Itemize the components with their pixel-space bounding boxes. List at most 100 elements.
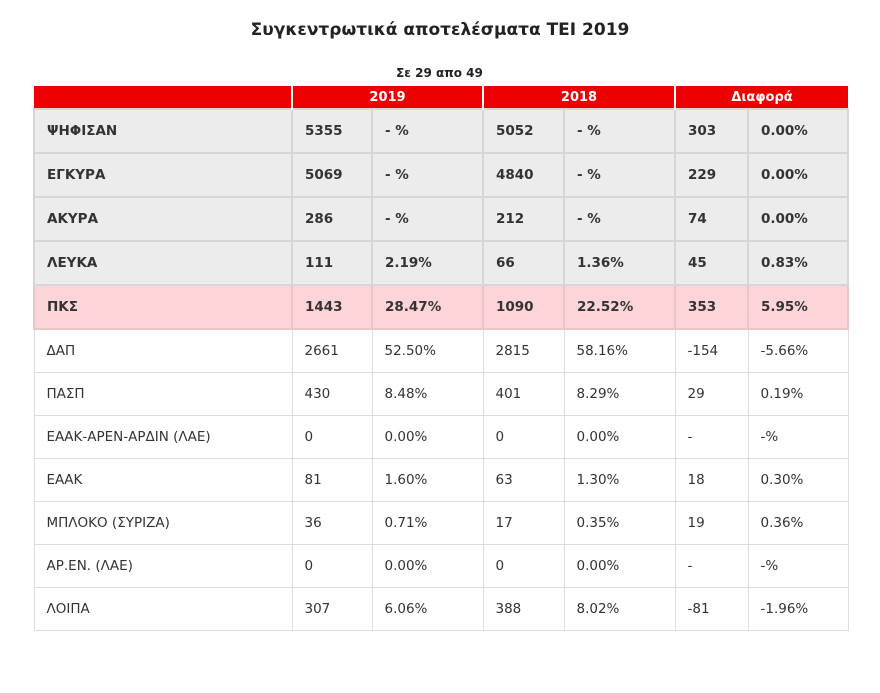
row-label: ΠΚΣ — [33, 284, 293, 330]
votes-2018: 4840 — [482, 152, 565, 198]
table-row: ΜΠΛΟΚΟ (ΣΥΡΙΖΑ) 36 0.71% 17 0.35% 19 0.36% — [33, 501, 849, 545]
votes-2019: 307 — [291, 587, 373, 631]
percent-2018: 8.02% — [563, 587, 676, 631]
counted-subtitle: Σε 29 απο 49 — [396, 66, 483, 80]
table-row: ΔΑΠ 2661 52.50% 2815 58.16% -154 -5.66% — [33, 328, 849, 373]
percent-2019: 8.48% — [371, 372, 484, 416]
row-label: ΨΗΦΙΣΑΝ — [33, 108, 293, 154]
votes-diff: 45 — [674, 240, 749, 286]
votes-2019: 0 — [291, 415, 373, 459]
header-2018: 2018 — [482, 86, 675, 109]
header-label — [34, 86, 292, 109]
percent-diff: 0.83% — [747, 240, 849, 286]
row-label: ΑΡ.ΕΝ. (ΛΑΕ) — [33, 544, 293, 588]
votes-2018: 212 — [482, 196, 565, 242]
table-row: ΛΕΥΚΑ 111 2.19% 66 1.36% 45 0.83% — [33, 240, 849, 286]
votes-2018: 63 — [482, 458, 565, 502]
votes-diff: 74 — [674, 196, 749, 242]
row-label: ΛΕΥΚΑ — [33, 240, 293, 286]
percent-2019: - % — [371, 152, 484, 198]
votes-2019: 111 — [291, 240, 373, 286]
percent-2019: 0.71% — [371, 501, 484, 545]
row-label: ΠΑΣΠ — [33, 372, 293, 416]
percent-diff: 0.00% — [747, 196, 849, 242]
votes-diff: 18 — [674, 458, 749, 502]
percent-2019: 0.00% — [371, 415, 484, 459]
percent-2018: 0.00% — [563, 415, 676, 459]
percent-2019: 52.50% — [371, 328, 484, 373]
table-row: ΠΑΣΠ 430 8.48% 401 8.29% 29 0.19% — [33, 372, 849, 416]
votes-diff: 353 — [674, 284, 749, 330]
percent-2018: 58.16% — [563, 328, 676, 373]
votes-diff: 303 — [674, 108, 749, 154]
percent-2019: 1.60% — [371, 458, 484, 502]
percent-2018: 22.52% — [563, 284, 676, 330]
table-row: ΑΚΥΡΑ 286- % 212- % 74 0.00% — [33, 196, 849, 242]
votes-2019: 5355 — [291, 108, 373, 154]
percent-diff: -% — [747, 544, 849, 588]
table-row: ΨΗΦΙΣΑΝ 5355- % 5052- % 303 0.00% — [33, 108, 849, 154]
percent-diff: 0.00% — [747, 108, 849, 154]
votes-diff: - — [674, 415, 749, 459]
votes-2019: 2661 — [291, 328, 373, 373]
header-difference: Διαφορά — [674, 86, 848, 109]
header-2019: 2019 — [291, 86, 483, 109]
percent-diff: 5.95% — [747, 284, 849, 330]
votes-2018: 17 — [482, 501, 565, 545]
percent-2018: 1.30% — [563, 458, 676, 502]
votes-2019: 430 — [291, 372, 373, 416]
votes-diff: -81 — [674, 587, 749, 631]
percent-2018: 1.36% — [563, 240, 676, 286]
row-label: ΕΑΑΚ-ΑΡΕΝ-ΑΡΔΙΝ (ΛΑΕ) — [33, 415, 293, 459]
percent-diff: -1.96% — [747, 587, 849, 631]
percent-diff: -5.66% — [747, 328, 849, 373]
table-row: ΕΓΚΥΡΑ 5069- % 4840- % 229 0.00% — [33, 152, 849, 198]
votes-2018: 2815 — [482, 328, 565, 373]
votes-2018: 0 — [482, 544, 565, 588]
votes-2019: 286 — [291, 196, 373, 242]
table-row: ΑΡ.ΕΝ. (ΛΑΕ) 0 0.00% 0 0.00% - -% — [33, 544, 849, 588]
votes-2018: 1090 — [482, 284, 565, 330]
votes-2019: 1443 — [291, 284, 373, 330]
votes-diff: 29 — [674, 372, 749, 416]
votes-diff: -154 — [674, 328, 749, 373]
votes-2019: 5069 — [291, 152, 373, 198]
percent-diff: 0.30% — [747, 458, 849, 502]
percent-2019: - % — [371, 196, 484, 242]
row-label: ΕΑΑΚ — [33, 458, 293, 502]
row-label: ΕΓΚΥΡΑ — [33, 152, 293, 198]
percent-2019: 6.06% — [371, 587, 484, 631]
percent-2019: - % — [371, 108, 484, 154]
votes-2018: 388 — [482, 587, 565, 631]
table-row: ΕΑΑΚ-ΑΡΕΝ-ΑΡΔΙΝ (ΛΑΕ) 0 0.00% 0 0.00% - -% — [33, 415, 849, 459]
votes-2018: 5052 — [482, 108, 565, 154]
page-title: Συγκεντρωτικά αποτελέσματα ΤΕΙ 2019 — [250, 20, 630, 40]
votes-2019: 36 — [291, 501, 373, 545]
votes-diff: - — [674, 544, 749, 588]
percent-2018: 0.35% — [563, 501, 676, 545]
percent-2018: 0.00% — [563, 544, 676, 588]
votes-diff: 229 — [674, 152, 749, 198]
row-label: ΑΚΥΡΑ — [33, 196, 293, 242]
votes-diff: 19 — [674, 501, 749, 545]
percent-2019: 0.00% — [371, 544, 484, 588]
percent-diff: -% — [747, 415, 849, 459]
percent-diff: 0.19% — [747, 372, 849, 416]
results-table: 2019 2018 Διαφορά ΨΗΦΙΣΑΝ 5355- % 5052- % 3… — [33, 86, 849, 631]
percent-2018: - % — [563, 108, 676, 154]
header-row: 2019 2018 Διαφορά — [34, 86, 848, 109]
percent-2018: 8.29% — [563, 372, 676, 416]
percent-diff: 0.00% — [747, 152, 849, 198]
row-label: ΛΟΙΠΑ — [33, 587, 293, 631]
votes-2019: 81 — [291, 458, 373, 502]
table-row: ΠΚΣ 1443 28.47% 1090 22.52% 353 5.95% — [33, 284, 849, 330]
votes-2018: 0 — [482, 415, 565, 459]
table-row: ΕΑΑΚ 81 1.60% 63 1.30% 18 0.30% — [33, 458, 849, 502]
percent-diff: 0.36% — [747, 501, 849, 545]
percent-2019: 28.47% — [371, 284, 484, 330]
percent-2018: - % — [563, 152, 676, 198]
percent-2019: 2.19% — [371, 240, 484, 286]
votes-2018: 66 — [482, 240, 565, 286]
row-label: ΜΠΛΟΚΟ (ΣΥΡΙΖΑ) — [33, 501, 293, 545]
percent-2018: - % — [563, 196, 676, 242]
